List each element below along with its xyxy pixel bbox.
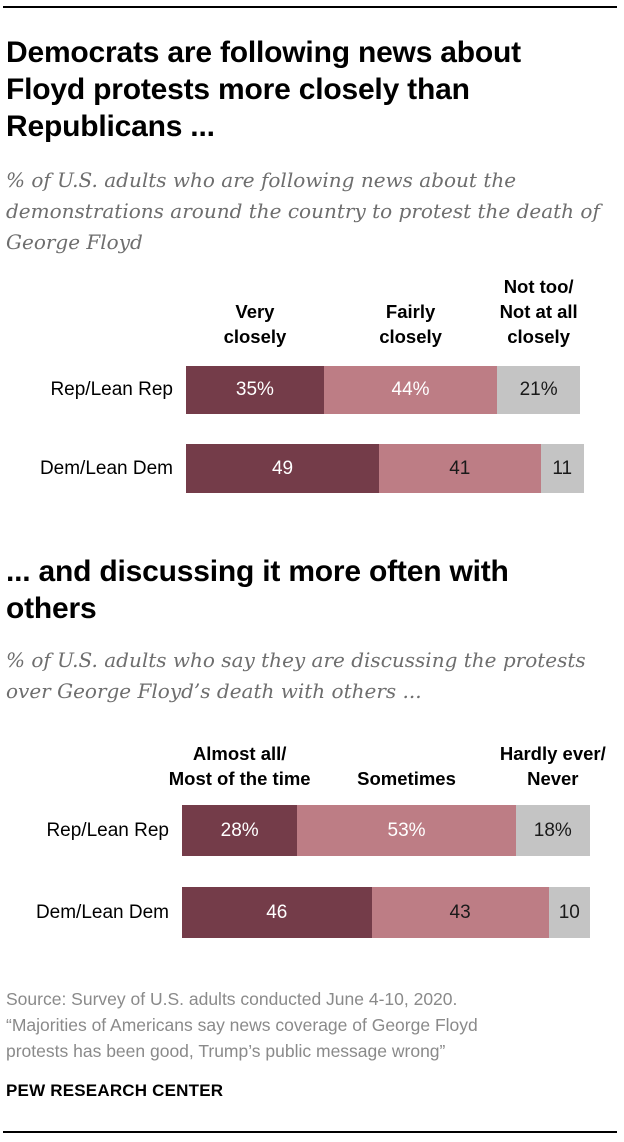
source-line-2: “Majorities of Americans say news covera… xyxy=(6,1015,478,1035)
chart1-header-2-line-0: Not too/ xyxy=(503,276,574,297)
chart2-bar-label-row0-seg2: 18% xyxy=(533,819,572,841)
chart1-bar-label-row1-seg0: 49 xyxy=(271,457,294,479)
chart2-header-2: Hardly ever/Never xyxy=(500,741,606,791)
chart2-bar-label-row0-seg1: 53% xyxy=(387,819,426,841)
chart1-bar-label-row0-seg2: 21% xyxy=(519,379,558,400)
chart1-bar-row0-seg0: 35% xyxy=(186,366,324,414)
chart2-bar-row1-seg1: 43 xyxy=(371,887,549,938)
chart2-bar-row0-seg2: 18% xyxy=(515,805,590,856)
chart2-bar-row0-seg0: 28% xyxy=(182,805,298,856)
chart2-header-2-line-0: Hardly ever/ xyxy=(499,743,606,764)
chart2-row-label-0: Rep/Lean Rep xyxy=(46,819,169,841)
chart1-header-2: Not too/Not at all closely xyxy=(500,274,578,349)
brand-logo-text: PEW RESEARCH CENTER xyxy=(6,1081,224,1100)
chart1-bar-row0-seg1: 44% xyxy=(323,366,498,414)
chart2-subtitle: % of U.S. adults who say they are discus… xyxy=(6,648,586,703)
chart1-header-2-line-1: Not at all xyxy=(499,301,578,322)
source-line-3: protests has been good, Trump’s public m… xyxy=(6,1041,446,1061)
source-note: Source: Survey of U.S. adults conducted … xyxy=(6,986,616,1064)
chart2-row-label-1: Dem/Lean Dem xyxy=(35,901,169,923)
chart1-header-0-line-0: Very xyxy=(235,301,275,322)
chart1-header-1-line-0: Fairly xyxy=(385,301,436,322)
bottom-rule xyxy=(3,1131,617,1133)
chart2-header-0-line-1: Most of the time xyxy=(168,768,311,789)
chart1-bar-label-row1-seg2: 11 xyxy=(552,457,573,479)
chart1-header-2-line-2: closely xyxy=(507,326,570,347)
chart1-header-1-line-1: closely xyxy=(379,326,442,347)
chart2-bar-label-row1-seg0: 46 xyxy=(266,901,288,923)
chart1-title: Democrats are following news about Floyd… xyxy=(6,36,521,143)
chart2-header-0: Almost all/Most of the time xyxy=(169,741,311,791)
chart2-bar-label-row1-seg2: 10 xyxy=(558,901,580,923)
chart2-header-0-line-0: Almost all/ xyxy=(192,743,287,764)
chart2-header-1: Sometimes xyxy=(357,766,456,791)
chart2-title: ... and discussing it more often with ot… xyxy=(6,555,509,625)
chart1-bar-row1-seg2: 11 xyxy=(540,444,584,493)
chart1-header-0-line-1: closely xyxy=(223,326,287,347)
chart2-bar-label-row1-seg1: 43 xyxy=(449,901,471,923)
chart2-bar-row1-seg2: 10 xyxy=(548,887,590,938)
chart1-bar-row0-seg2: 21% xyxy=(497,366,580,414)
chart1-bar-label-row0-seg0: 35% xyxy=(235,379,274,400)
chart2-header-1-line-0: Sometimes xyxy=(357,768,456,789)
chart1-bar-row1-seg0: 49 xyxy=(186,444,380,493)
chart2-bar-row0-seg1: 53% xyxy=(297,805,516,856)
chart1-bar-label-row1-seg1: 41 xyxy=(449,457,471,479)
chart2-bar-row1-seg0: 46 xyxy=(182,887,372,938)
chart2-header-2-line-1: Never xyxy=(527,768,579,789)
chart1-row-label-0: Rep/Lean Rep xyxy=(50,379,173,400)
source-line-1: Source: Survey of U.S. adults conducted … xyxy=(6,989,458,1009)
chart1-header-0: Very closely xyxy=(224,299,287,349)
chart1-bar-label-row0-seg1: 44% xyxy=(391,379,430,400)
chart1-bar-row1-seg1: 41 xyxy=(379,444,541,493)
chart1-subtitle: % of U.S. adults who are following news … xyxy=(6,168,600,254)
chart1-header-1: Fairly closely xyxy=(379,299,442,349)
chart2-bar-label-row0-seg0: 28% xyxy=(220,819,259,841)
top-rule xyxy=(3,6,617,8)
chart1-row-label-1: Dem/Lean Dem xyxy=(39,457,173,479)
